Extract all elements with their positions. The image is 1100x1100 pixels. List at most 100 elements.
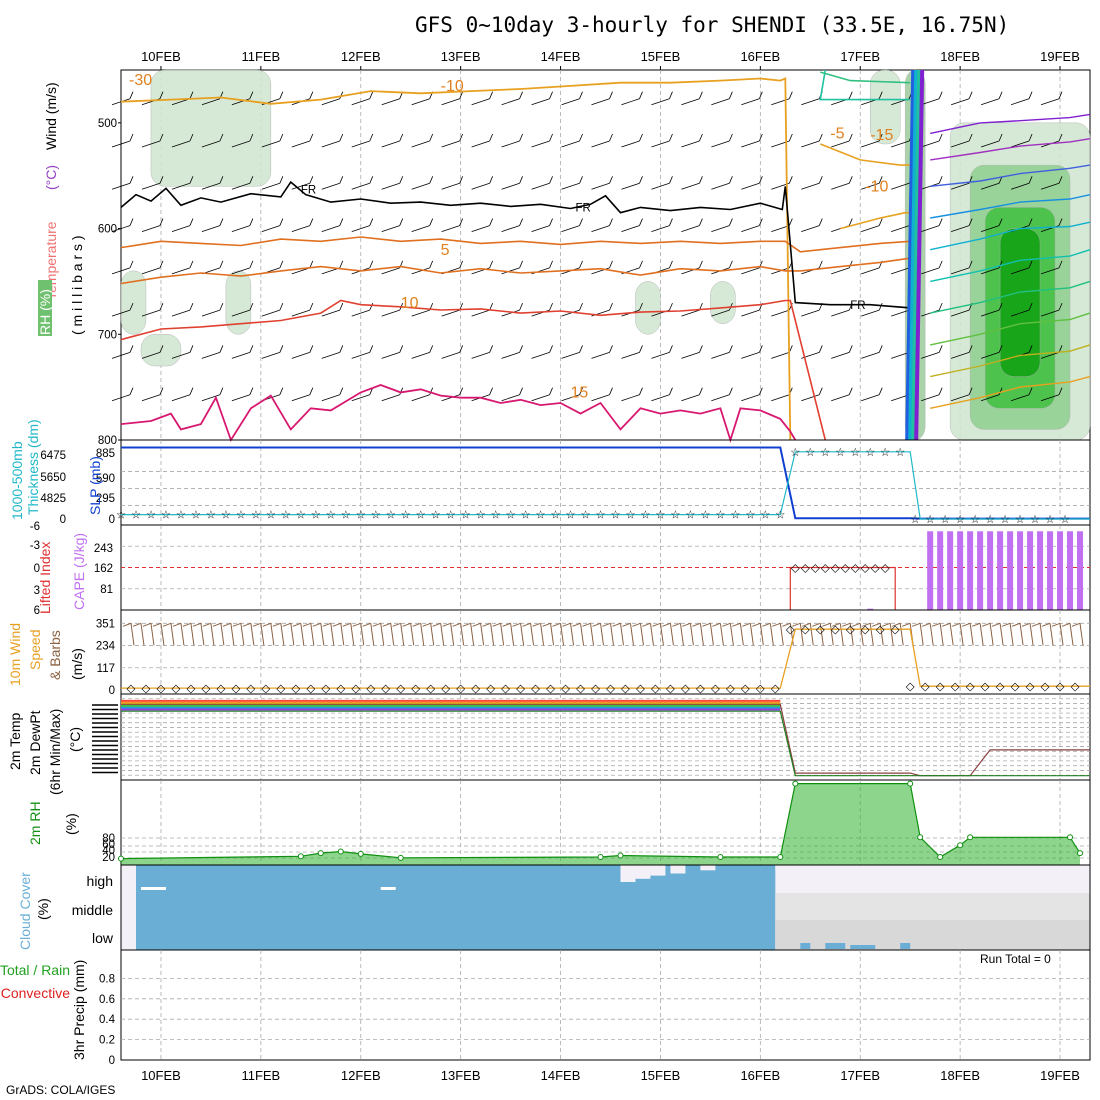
- wind-barb-10m: [839, 623, 844, 646]
- wind-barb-flag-10m: [472, 622, 481, 627]
- wind-barb-flag-10m: [941, 622, 951, 627]
- wind-barb: [561, 225, 580, 232]
- wind-barb-10m: [260, 623, 265, 646]
- wind-barb-10m: [829, 623, 834, 646]
- wind-barb: [201, 98, 221, 106]
- isotherm-far-right-line: [930, 249, 1091, 283]
- wind-barb: [951, 394, 970, 402]
- wind-barb: [681, 140, 700, 148]
- wind-barb-flag: [699, 133, 703, 142]
- wind-barb: [980, 182, 1000, 190]
- wind-barb-10m: [190, 623, 195, 646]
- ylabel-li: Lifted Index: [37, 542, 53, 614]
- wind-barb: [351, 225, 370, 232]
- wind-barb-flag: [279, 302, 284, 311]
- wind-barb-10m: [400, 623, 405, 646]
- wind-barb-flag-10m: [762, 622, 771, 627]
- rh-point: [1067, 834, 1074, 841]
- wind-barb: [291, 182, 310, 190]
- wind-barb-flag-10m: [1021, 622, 1031, 627]
- wind-barb-flag-10m: [572, 622, 581, 627]
- freezing-level-line: [120, 180, 913, 441]
- ylabel-cloud-cover: Cloud Cover: [17, 872, 33, 950]
- li-marker: ◇: [791, 563, 801, 575]
- thickness-marker: ☆: [386, 510, 396, 522]
- wind-barb-flag: [219, 260, 224, 269]
- wind-barb: [561, 98, 580, 106]
- wind-barb-flag: [669, 218, 673, 226]
- wind-barb-flag-10m: [272, 622, 282, 627]
- wind-barb: [141, 394, 161, 402]
- wind-barb-flag: [758, 218, 763, 226]
- wind-barb-10m: [1059, 623, 1064, 646]
- thickness-marker: ☆: [640, 510, 650, 522]
- wind-barb-flag: [848, 218, 853, 226]
- thickness-marker: ☆: [715, 510, 725, 522]
- wind-barb-flag: [609, 345, 613, 353]
- wind-barb: [741, 98, 760, 106]
- wind-barb-10m: [959, 623, 964, 646]
- wind-barb: [351, 394, 370, 402]
- wind-barb-10m: [300, 623, 305, 646]
- wind-speed-marker: ◇: [786, 624, 796, 636]
- wind-barb-flag: [938, 345, 943, 353]
- wind-barb-flag-10m: [822, 622, 831, 627]
- thickness-marker: ☆: [281, 510, 291, 522]
- wind-barb-flag-10m: [492, 622, 501, 627]
- thickness-marker: ☆: [595, 510, 605, 522]
- wind-barb: [771, 394, 790, 402]
- wind-barb-flag: [758, 176, 763, 184]
- rh-shading-patch: [120, 270, 147, 335]
- wind-barb-flag: [848, 345, 853, 353]
- precip-tick-label: 0: [109, 1055, 115, 1067]
- wind-barb: [891, 309, 910, 317]
- wind-barb-flag: [818, 345, 823, 353]
- wind-barb-flag-10m: [282, 622, 292, 627]
- wind-barb: [261, 309, 280, 317]
- wind-barb: [321, 225, 340, 232]
- wind-barb-10m: [809, 623, 814, 646]
- wind-barb-flag: [669, 302, 673, 311]
- thickness-marker: ☆: [176, 510, 186, 522]
- wind-barb: [621, 225, 640, 232]
- wind-barb-flag: [369, 260, 374, 269]
- thickness-marker: ☆: [460, 510, 470, 522]
- wind-tick-label: 351: [96, 618, 115, 630]
- cape-tick-label: 81: [100, 584, 113, 596]
- wind-barb-flag: [399, 345, 404, 353]
- wind-barb: [561, 140, 580, 148]
- wind-barb-flag: [968, 218, 973, 226]
- wind-barb-flag: [938, 302, 943, 311]
- li-tick-label: -6: [30, 521, 40, 533]
- wind-speed-marker: ◇: [336, 683, 346, 695]
- wind-speed-marker: ◇: [921, 681, 931, 693]
- wind-barb-10m: [330, 623, 335, 646]
- wind-speed-marker: ◇: [127, 683, 137, 695]
- wind-barb-flag: [639, 133, 643, 142]
- wind-barb: [980, 352, 1000, 359]
- wind-speed-marker: ◇: [1011, 681, 1021, 693]
- wind-barb-flag: [1028, 176, 1033, 184]
- cape-bar: [987, 531, 994, 610]
- cloud-high-step: [700, 865, 716, 871]
- wind-barb: [861, 352, 880, 359]
- wind-barb-flag: [489, 133, 493, 142]
- rh-shading-patch: [150, 69, 272, 187]
- wind-barb-flag: [459, 387, 464, 395]
- wind-barb-flag: [1028, 218, 1033, 226]
- freezing-label: FR: [850, 300, 865, 312]
- wind-barb-10m: [590, 623, 595, 646]
- wind-barb-flag: [699, 387, 703, 395]
- wind-barb-10m: [380, 623, 385, 646]
- wind-barb: [1010, 98, 1030, 106]
- wind-barb-10m: [1069, 623, 1074, 646]
- wind-barb: [501, 225, 520, 232]
- wind-speed-marker: ◇: [186, 683, 196, 695]
- wind-barb-flag-10m: [882, 622, 891, 627]
- thickness-marker: ☆: [760, 510, 770, 522]
- wind-barb-flag-10m: [772, 622, 781, 627]
- thickness-marker: ☆: [985, 514, 995, 526]
- wind-barb: [951, 352, 970, 359]
- wind-barb-flag: [459, 176, 464, 184]
- bottom-x-tick-label: 11FEB: [241, 1068, 280, 1083]
